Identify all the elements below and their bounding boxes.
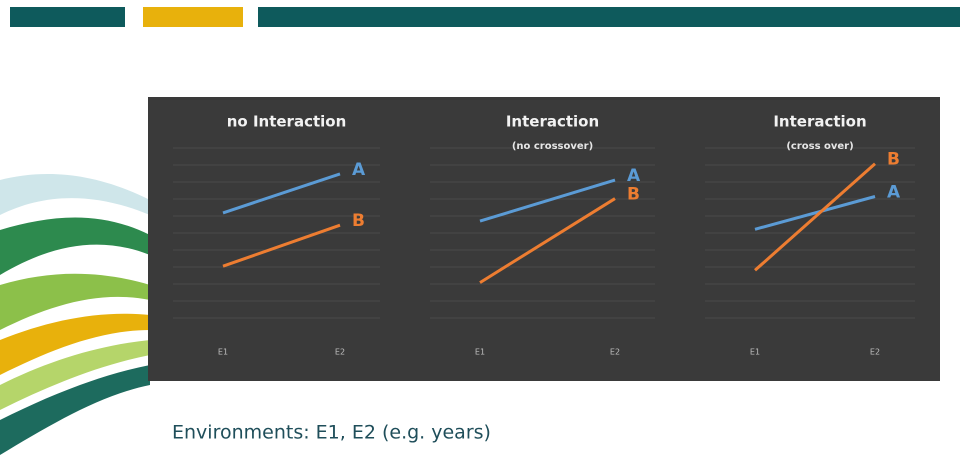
x-tick-label: E2 bbox=[610, 348, 620, 357]
chart-subtitle: (no crossover) bbox=[512, 141, 593, 152]
series-label: B bbox=[627, 185, 640, 205]
x-tick-label: E2 bbox=[870, 348, 880, 357]
x-tick-label: E2 bbox=[335, 348, 345, 357]
line-series bbox=[222, 223, 341, 268]
x-tick-label: E1 bbox=[750, 348, 760, 357]
chart-title: Interaction bbox=[773, 113, 866, 131]
line-series bbox=[754, 195, 876, 231]
chart-title: Interaction bbox=[506, 113, 599, 131]
decoration bbox=[0, 174, 150, 455]
series-label: A bbox=[887, 183, 901, 203]
x-tick-label: E1 bbox=[475, 348, 485, 357]
line-series bbox=[754, 162, 876, 272]
series-label: A bbox=[627, 166, 641, 186]
chart-area bbox=[148, 97, 940, 381]
header-bar bbox=[258, 7, 960, 27]
line-series bbox=[479, 178, 616, 223]
header-bar bbox=[10, 7, 125, 27]
chart-subtitle: (cross over) bbox=[786, 141, 853, 152]
series-label: B bbox=[352, 211, 365, 231]
line-series bbox=[479, 197, 616, 284]
line-series bbox=[222, 172, 341, 215]
series-label: B bbox=[887, 150, 900, 170]
x-tick-label: E1 bbox=[218, 348, 228, 357]
caption: Environments: E1, E2 (e.g. years) bbox=[172, 422, 491, 444]
header-bar bbox=[143, 7, 243, 27]
series-label: A bbox=[352, 160, 366, 180]
chart-title: no Interaction bbox=[227, 113, 347, 131]
